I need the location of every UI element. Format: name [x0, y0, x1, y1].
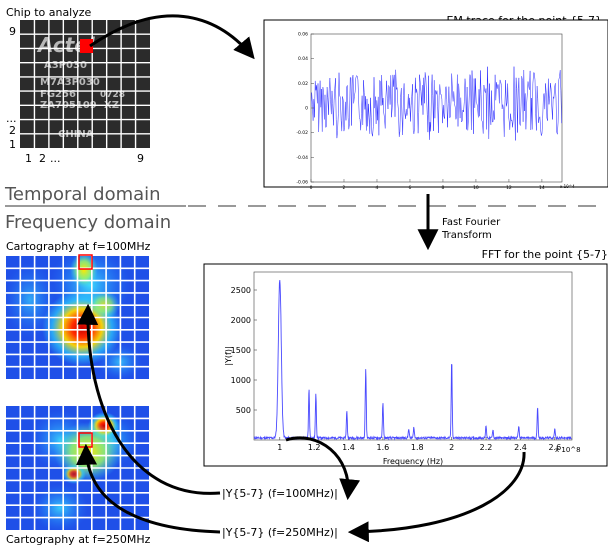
arrow-peak100-to-label	[285, 436, 361, 501]
chip-panel: Chip to analyze Actel A3P030 M7A3P030 FG…	[6, 6, 150, 165]
fft-x-tick-label: 2	[449, 443, 454, 452]
em-y-tick-label: 0.04	[298, 56, 308, 62]
em-y-tick-label: -0.04	[296, 155, 308, 161]
fft-panel: FFT for the point {5-7} 1 1.2 1.4 1.6 1.8 2 2.…	[203, 248, 608, 467]
cartography-100mhz-title: Cartography at f=100MHz	[6, 240, 151, 253]
chip-x-label-dots: ...	[50, 152, 61, 165]
chip-package-line: FG256	[40, 89, 76, 100]
fft-x-tick-label: 2.4	[514, 443, 527, 452]
frequency-domain-label: Frequency domain	[5, 212, 171, 233]
heatmap-250-blob	[32, 484, 88, 530]
temporal-domain-label: Temporal domain	[4, 184, 161, 205]
chip-grid	[20, 20, 150, 148]
domain-divider: Temporal domain Frequency domain	[4, 184, 608, 233]
fft-axes	[253, 271, 573, 441]
chip-x-label-2: 2	[39, 152, 46, 165]
em-x-tick-label: 6	[409, 185, 412, 191]
chip-x-label-9: 9	[137, 152, 144, 165]
em-x-tick-label: 8	[442, 185, 445, 191]
arrow-peak250-to-label	[347, 451, 526, 543]
fft-x-exponent: x 10^8	[555, 446, 581, 454]
em-trace-signal	[311, 66, 562, 141]
em-y-tick-label: 0	[305, 106, 308, 112]
fft-label-line1: Fast Fourier	[442, 217, 501, 228]
chip-model-line: M7A3P030	[40, 77, 100, 88]
fft-x-tick-label: 2.6	[548, 443, 561, 452]
em-y-tick-label: 0.02	[298, 81, 308, 87]
fft-x-tick-label: 1	[277, 443, 282, 452]
cartography-250mhz-title: Cartography at f=250MHz	[6, 533, 151, 546]
chip-title: Chip to analyze	[6, 6, 92, 19]
em-x-exponent: x 10^4	[560, 184, 575, 189]
em-x-tick-label: 14	[539, 185, 545, 191]
em-x-tick-label: 12	[506, 185, 512, 191]
cartography-100mhz: Cartography at f=100MHz	[6, 240, 151, 379]
fft-ticks: 1 1.2 1.4 1.6 1.8 2 2.2 2.4 2.6 500 1000 1500 2000 25…	[231, 286, 562, 452]
em-y-tick-label: -0.02	[296, 130, 308, 136]
heatmap-100-grid	[6, 256, 149, 379]
chip-part-number: A3P030	[44, 60, 87, 71]
fft-x-tick-label: 2.2	[480, 443, 493, 452]
em-x-tick-label: 0	[310, 185, 313, 191]
arrow-label250-to-carto	[76, 443, 221, 534]
chip-y-label-top: 9	[9, 25, 16, 38]
em-trace-waveform	[311, 66, 562, 141]
fft-y-tick-label: 1500	[231, 346, 251, 355]
chip-origin: CHINA	[58, 129, 94, 140]
chip-x-label-1: 1	[25, 152, 32, 165]
chip-date-code: 0728	[100, 90, 125, 100]
chip-y-label-dots: ...	[6, 112, 17, 125]
em-y-tick-label: -0.06	[296, 180, 308, 186]
fft-x-tick-label: 1.8	[411, 443, 424, 452]
em-trace-panel: EM trace for the point {5-7} 02468101214…	[263, 14, 608, 192]
em-x-tick-label: 4	[376, 185, 379, 191]
heatmap-100-blob	[70, 256, 98, 288]
fft-y-tick-label: 1000	[231, 376, 251, 385]
fft-y-axis-label: |Y(f)|	[224, 346, 233, 365]
fft-x-tick-label: 1.6	[377, 443, 390, 452]
em-trace-ticks: 0 2 4 6 8 10 12 14 x 10^4 0.06 0.04 0.02 0 -0.02 -0.04…	[296, 32, 575, 192]
arrow-label100-to-carto	[77, 303, 221, 495]
chip-selected-point	[80, 39, 93, 53]
fft-title: FFT for the point {5-7}	[482, 248, 608, 261]
em-y-tick-label: 0.06	[298, 32, 308, 38]
em-x-tick-label: 2	[343, 185, 346, 191]
em-trace-axes	[310, 33, 563, 183]
chip-y-label-1: 1	[9, 138, 16, 151]
fft-x-axis-label: Frequency (Hz)	[383, 457, 443, 466]
amplitude-100mhz-label: |Y{5-7} (f=100MHz)|	[222, 487, 338, 500]
fft-y-tick-label: 2500	[231, 286, 251, 295]
fft-x-tick-label: 1.4	[342, 443, 355, 452]
fft-y-tick-label: 500	[236, 406, 251, 415]
em-x-tick-label: 10	[473, 185, 479, 191]
cartography-250mhz: Cartography at f=250MHz	[6, 406, 151, 546]
fft-y-tick-label: 2000	[231, 316, 251, 325]
arrow-chip-to-trace	[89, 14, 255, 60]
heatmap-250-hotspot	[62, 464, 86, 484]
fft-x-tick-label: 1.2	[308, 443, 321, 452]
fft-label-line2: Transform	[441, 230, 492, 241]
heatmap-100-selected-point	[78, 254, 93, 270]
chip-y-label-2: 2	[9, 124, 16, 137]
amplitude-250mhz-label: |Y{5-7} (f=250MHz)|	[222, 526, 338, 539]
